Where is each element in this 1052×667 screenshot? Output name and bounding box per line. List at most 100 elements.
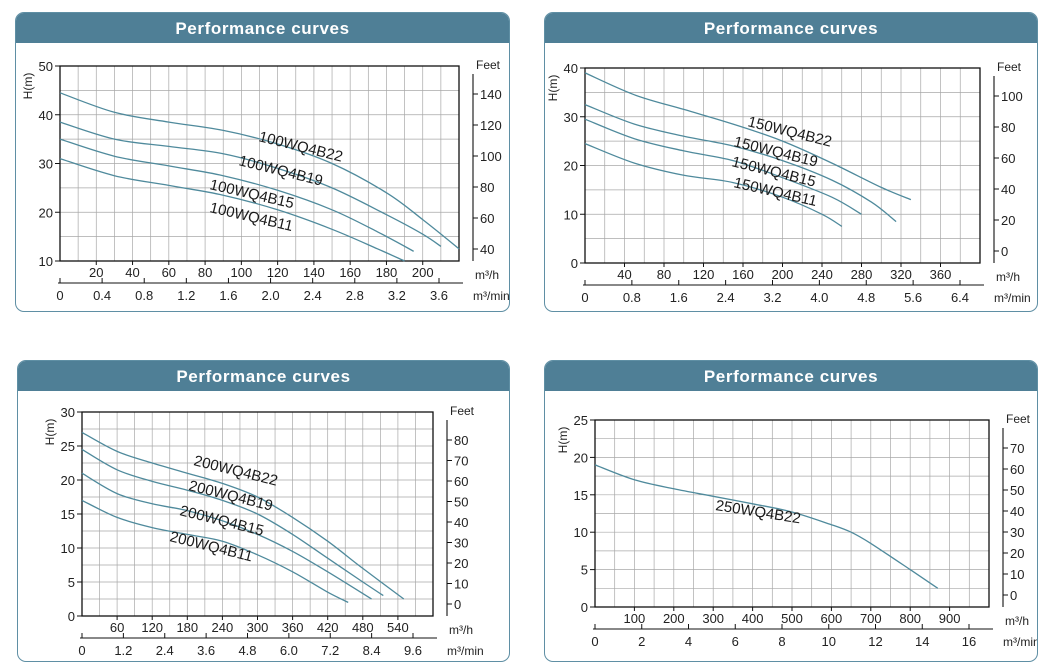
x2-tick-label: 1.2: [177, 288, 195, 303]
grid: [585, 68, 980, 263]
x-tick-label: 120: [693, 267, 715, 282]
x2-tick-label: 1.6: [219, 288, 237, 303]
y2-tick-label: 50: [454, 495, 468, 510]
series-curve-150wq4b15: [584, 118, 862, 215]
y2-tick-label: 40: [1010, 504, 1024, 519]
y2-axis-title: Feet: [997, 60, 1022, 74]
y-tick-label: 30: [39, 157, 53, 172]
x-tick-label: 60: [162, 265, 176, 280]
x2-tick-label: 0: [78, 643, 85, 658]
x2-tick-label: 4.8: [238, 643, 256, 658]
y2-tick-label: 70: [454, 454, 468, 469]
y-tick-label: 25: [574, 413, 588, 428]
x-tick-label: 100: [231, 265, 253, 280]
x2-tick-label: 10: [822, 634, 836, 649]
x-tick-label: 200: [772, 267, 794, 282]
series-label-250wq4b22: 250WQ4B22: [714, 497, 801, 527]
y-axis-title: H(m): [556, 427, 570, 454]
y-tick-label: 10: [61, 541, 75, 556]
y-tick-label: 20: [61, 473, 75, 488]
x2-tick-label: 0: [591, 634, 598, 649]
x2-tick-label: 2.4: [304, 288, 322, 303]
x-tick-label: 300: [702, 611, 724, 626]
grid: [60, 66, 459, 261]
y2-tick-label: 20: [454, 556, 468, 571]
x-tick-label: 500: [781, 611, 803, 626]
y-tick-label: 10: [39, 254, 53, 269]
y-tick-label: 15: [574, 488, 588, 503]
x2-tick-label: 3.6: [430, 288, 448, 303]
x2-tick-label: 2.8: [346, 288, 364, 303]
y2-tick-label: 60: [480, 211, 494, 226]
y2-tick-label: 120: [480, 118, 502, 133]
x-tick-label: 80: [198, 265, 212, 280]
x-tick-label: 120: [141, 620, 163, 635]
y2-tick-label: 10: [454, 577, 468, 592]
y-tick-label: 20: [39, 205, 53, 220]
series-curve-150wq4b11: [584, 142, 843, 227]
x-axis-unit: m³/h: [1005, 614, 1029, 628]
x2-tick-label: 16: [962, 634, 976, 649]
x2-tick-label: 1.6: [670, 290, 688, 305]
x2-tick-label: 0: [56, 288, 63, 303]
y2-tick-label: 40: [454, 515, 468, 530]
y-tick-label: 30: [564, 110, 578, 125]
series-curve-200wq4b15: [81, 472, 372, 600]
x2-tick-label: 14: [915, 634, 929, 649]
x-tick-label: 280: [851, 267, 873, 282]
x2-tick-label: 1.2: [114, 643, 132, 658]
y2-tick-label: 20: [1010, 546, 1024, 561]
y2-tick-label: 80: [454, 433, 468, 448]
x-tick-label: 200: [412, 265, 434, 280]
chart-panel-200wq: Performance curves 0 5 10 15 20 25 30 H(m) 0 10 20…: [17, 360, 510, 662]
x2-tick-label: 4.0: [810, 290, 828, 305]
x-tick-label: 80: [657, 267, 671, 282]
series-curve-150wq4b19: [584, 103, 897, 223]
chart-panel-250wq: Performance curves 0 5 10 15 20 25 H(m) 0 10 20 30…: [544, 360, 1038, 662]
x-tick-label: 300: [247, 620, 269, 635]
y-tick-label: 20: [574, 450, 588, 465]
x2-tick-label: 0: [581, 290, 588, 305]
x-tick-label: 240: [811, 267, 833, 282]
y-tick-label: 25: [61, 439, 75, 454]
x2-tick-label: 12: [868, 634, 882, 649]
y-tick-label: 30: [61, 405, 75, 420]
x-tick-label: 180: [376, 265, 398, 280]
x2-tick-label: 3.6: [197, 643, 215, 658]
panel-title: Performance curves: [18, 361, 509, 391]
y2-tick-label: 30: [1010, 525, 1024, 540]
x-tick-label: 40: [617, 267, 631, 282]
chart-panel-100wq: Performance curves 10 20 30 40 50 H(m) 40 60 80 1…: [15, 12, 510, 312]
x-tick-label: 360: [930, 267, 952, 282]
x-tick-label: 540: [387, 620, 409, 635]
x-tick-label: 400: [742, 611, 764, 626]
y2-tick-label: 0: [1001, 244, 1008, 259]
x2-tick-label: 7.2: [321, 643, 339, 658]
x2-axis-unit: m³/min: [473, 289, 510, 303]
y-axis-title: H(m): [21, 73, 35, 100]
grid: [82, 412, 433, 616]
y2-tick-label: 0: [454, 597, 461, 612]
x-tick-label: 160: [339, 265, 361, 280]
grid: [595, 420, 989, 607]
y2-tick-label: 80: [480, 180, 494, 195]
y2-tick-label: 50: [1010, 483, 1024, 498]
x2-tick-label: 8.4: [363, 643, 381, 658]
x2-tick-label: 2: [638, 634, 645, 649]
y-tick-label: 0: [571, 256, 578, 271]
x-tick-label: 900: [939, 611, 961, 626]
x-tick-label: 60: [110, 620, 124, 635]
y-tick-label: 10: [564, 207, 578, 222]
x-axis-unit: m³/h: [996, 270, 1020, 284]
y2-tick-label: 60: [1001, 151, 1015, 166]
x-tick-label: 700: [860, 611, 882, 626]
x-tick-label: 20: [89, 265, 103, 280]
x2-tick-label: 4: [685, 634, 692, 649]
x-tick-label: 100: [624, 611, 646, 626]
y-tick-label: 40: [564, 61, 578, 76]
x2-axis-unit: m³/min: [447, 644, 484, 658]
y-tick-label: 5: [581, 563, 588, 578]
y-axis-title: H(m): [546, 75, 560, 102]
y2-tick-label: 70: [1010, 441, 1024, 456]
